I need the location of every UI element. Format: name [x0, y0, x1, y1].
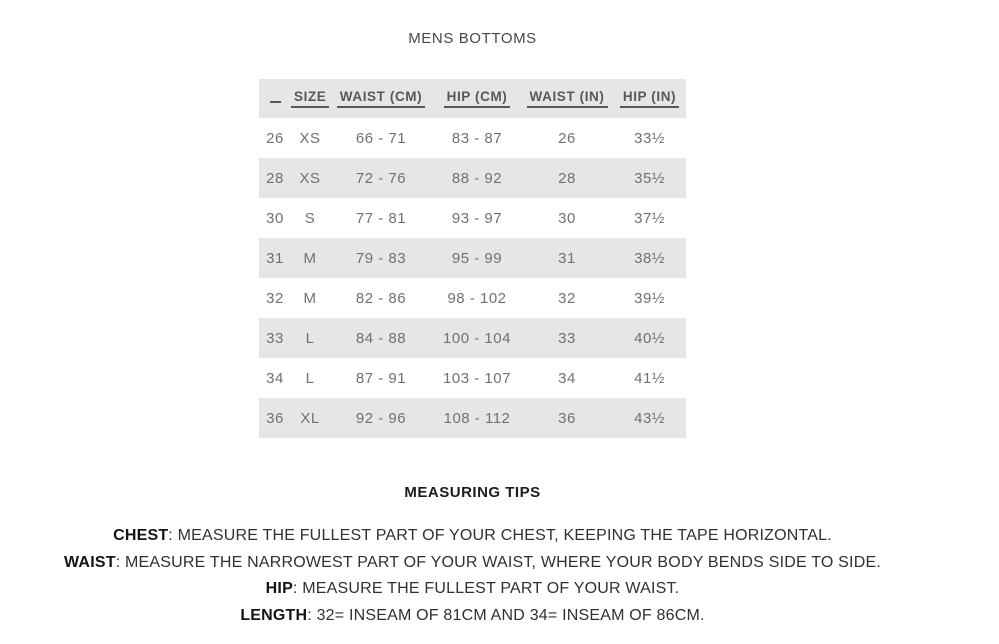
table-cell: 87 - 91: [355, 369, 407, 387]
tip-text: : MEASURE THE FULLEST PART OF YOUR WAIST…: [292, 580, 680, 597]
table-cell: 43½: [634, 409, 665, 427]
column-header-size: SIZE: [291, 79, 330, 118]
table-cell: 33½: [634, 129, 665, 147]
table-cell: S: [304, 209, 316, 227]
size-chart-table: SIZE WAIST (CM) HIP (CM) WAIST (IN) HIP (IN)…: [259, 79, 686, 438]
table-cell: XS: [299, 129, 321, 147]
table-cell: 108 - 112: [443, 409, 511, 427]
table-cell: 37½: [634, 209, 665, 227]
table-cell: 100 - 104: [443, 329, 511, 347]
table-cell: 28: [266, 169, 284, 187]
table-cell: 31: [558, 249, 576, 267]
table-cell: 92 - 96: [355, 409, 407, 427]
tip-text: : 32= INSEAM OF 81CM AND 34= INSEAM OF 8…: [307, 606, 705, 624]
table-cell: XL: [300, 409, 320, 427]
measuring-tips-heading: MEASURING TIPS: [404, 484, 541, 501]
tip-text: : MEASURE THE NARROWEST PART OF YOUR WAI…: [115, 553, 881, 571]
table-cell: 39½: [634, 289, 665, 307]
size-chart-header-row: SIZE WAIST (CM) HIP (CM) WAIST (IN) HIP (IN): [259, 79, 686, 118]
table-cell: 33: [266, 329, 284, 347]
table-cell: 34: [558, 369, 576, 387]
table-cell: 72 - 76: [355, 169, 407, 187]
table-cell: 35½: [634, 169, 665, 187]
tip-label: WAIST: [64, 553, 116, 571]
tip-label: LENGTH: [240, 606, 308, 624]
table-cell: 98 - 102: [447, 289, 507, 307]
table-row: 30 S 77 - 81 93 - 97 30 37½: [259, 198, 686, 238]
table-row: 31 M 79 - 83 95 - 99 31 38½: [259, 238, 686, 278]
tip-line-hip: HIP: MEASURE THE FULLEST PART OF YOUR WA…: [0, 576, 945, 603]
tip-line-length: LENGTH: 32= INSEAM OF 81CM AND 34= INSEA…: [0, 603, 945, 630]
table-cell: 40½: [634, 329, 665, 347]
column-header-blank: [259, 79, 291, 118]
table-row: 28 XS 72 - 76 88 - 92 28 35½: [259, 158, 686, 198]
table-row: 36 XL 92 - 96 108 - 112 36 43½: [259, 398, 686, 438]
column-header-waist-in: WAIST (IN): [521, 79, 613, 118]
table-cell: 28: [558, 169, 576, 187]
table-cell: 31: [266, 249, 284, 267]
table-cell: 83 - 87: [451, 129, 503, 147]
table-cell: L: [305, 329, 315, 347]
table-cell: 26: [558, 129, 576, 147]
table-cell: 66 - 71: [355, 129, 407, 147]
table-row: 34 L 87 - 91 103 - 107 34 41½: [259, 358, 686, 398]
table-row: 26 XS 66 - 71 83 - 87 26 33½: [259, 118, 686, 158]
table-cell: M: [303, 289, 317, 307]
table-cell: 34: [266, 369, 284, 387]
table-cell: 38½: [634, 249, 665, 267]
size-chart-body: 26 XS 66 - 71 83 - 87 26 33½ 28 XS 72 - 76 88 - 9…: [259, 118, 686, 438]
table-row: 33 L 84 - 88 100 - 104 33 40½: [259, 318, 686, 358]
column-header-hip-in: HIP (IN): [613, 79, 686, 118]
tip-line-waist: WAIST: MEASURE THE NARROWEST PART OF YOU…: [0, 550, 945, 577]
table-cell: 32: [558, 289, 576, 307]
column-header-hip-cm: HIP (CM): [433, 79, 521, 118]
tip-text: : MEASURE THE FULLEST PART OF YOUR CHEST…: [168, 527, 832, 544]
table-cell: XS: [299, 169, 321, 187]
tip-line-chest: CHEST: MEASURE THE FULLEST PART OF YOUR …: [0, 523, 945, 550]
table-cell: 77 - 81: [355, 209, 407, 227]
table-cell: 95 - 99: [451, 249, 503, 267]
table-cell: 84 - 88: [355, 329, 407, 347]
table-cell: 36: [558, 409, 576, 427]
table-cell: 103 - 107: [443, 369, 511, 387]
table-cell: 30: [558, 209, 576, 227]
tip-label: HIP: [265, 580, 293, 597]
measuring-tips-list: CHEST: MEASURE THE FULLEST PART OF YOUR …: [0, 523, 945, 629]
table-cell: 88 - 92: [451, 169, 503, 187]
table-cell: 26: [266, 129, 284, 147]
page-title: MENS BOTTOMS: [408, 30, 537, 47]
table-cell: 41½: [634, 369, 665, 387]
table-cell: 36: [266, 409, 284, 427]
table-cell: 79 - 83: [355, 249, 407, 267]
tip-label: CHEST: [113, 527, 169, 544]
table-cell: 82 - 86: [355, 289, 407, 307]
table-cell: 32: [266, 289, 284, 307]
column-header-waist-cm: WAIST (CM): [329, 79, 433, 118]
table-cell: M: [303, 249, 317, 267]
table-row: 32 M 82 - 86 98 - 102 32 39½: [259, 278, 686, 318]
table-cell: 33: [558, 329, 576, 347]
table-cell: L: [305, 369, 315, 387]
table-cell: 93 - 97: [451, 209, 503, 227]
table-cell: 30: [266, 209, 284, 227]
size-guide-content: MENS BOTTOMS SIZE WAIST (CM) HIP (CM) WAIST…: [0, 30, 945, 629]
